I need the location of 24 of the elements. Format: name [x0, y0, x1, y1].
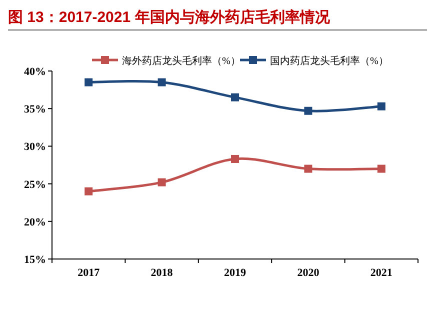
- point: [231, 93, 239, 102]
- point: [377, 102, 386, 110]
- point: [304, 106, 312, 115]
- point: [158, 178, 166, 186]
- x-tick-label: 2017: [78, 267, 100, 279]
- x-tick-label: 2019: [224, 267, 246, 279]
- y-tick-label: 30%: [24, 141, 46, 154]
- point: [84, 187, 93, 196]
- y-tick-label: 40%: [24, 66, 46, 78]
- x-tick-label: 2021: [370, 267, 392, 279]
- x-tick-label: 2018: [150, 267, 174, 279]
- point: [304, 164, 312, 173]
- y-tick-label: 25%: [24, 178, 46, 191]
- legend-label: 国内药店龙头毛利率（%）: [270, 55, 388, 67]
- legend-label: 海外药店龙头毛利率（%）: [122, 55, 240, 67]
- y-tick-label: 15%: [24, 254, 46, 266]
- x-tick-label: 2020: [297, 267, 320, 279]
- title: 图 13：2017-2021 年国内与海外药店毛利率情况: [8, 9, 330, 26]
- y-tick-label: 35%: [24, 104, 46, 116]
- point: [231, 154, 239, 163]
- point: [158, 78, 166, 86]
- y-tick-label: 20%: [24, 216, 46, 228]
- point: [377, 164, 386, 173]
- point: [84, 78, 93, 86]
